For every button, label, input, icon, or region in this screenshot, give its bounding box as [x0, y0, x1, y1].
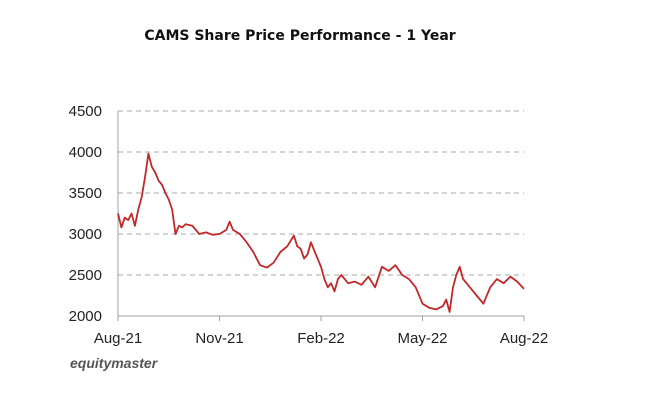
- x-axis-ticks: Aug-21 Nov-21 Feb-22 May-22 Aug-22: [94, 316, 548, 347]
- y-axis-ticks: 4500 4000 3500 3000 2500 2000: [69, 103, 102, 325]
- y-tick-label: 4500: [69, 103, 102, 120]
- y-tick-label: 3500: [69, 185, 102, 202]
- x-tick-label: May-22: [397, 330, 447, 347]
- series-line-cams: [117, 152, 525, 313]
- x-tick-label: Aug-22: [500, 330, 548, 347]
- x-tick-label: Aug-21: [94, 330, 142, 347]
- x-tick-label: Feb-22: [297, 330, 345, 347]
- x-tick-label: Nov-21: [195, 330, 243, 347]
- y-tick-label: 4000: [69, 144, 102, 161]
- grid-lines: [118, 110, 524, 276]
- chart-title: CAMS Share Price Performance - 1 Year: [144, 28, 455, 44]
- series-layer: [117, 152, 525, 313]
- y-tick-label: 2500: [69, 267, 102, 284]
- y-tick-label: 2000: [69, 308, 102, 325]
- y-tick-label: 3000: [69, 226, 102, 243]
- brand-watermark: equitymaster: [70, 355, 159, 371]
